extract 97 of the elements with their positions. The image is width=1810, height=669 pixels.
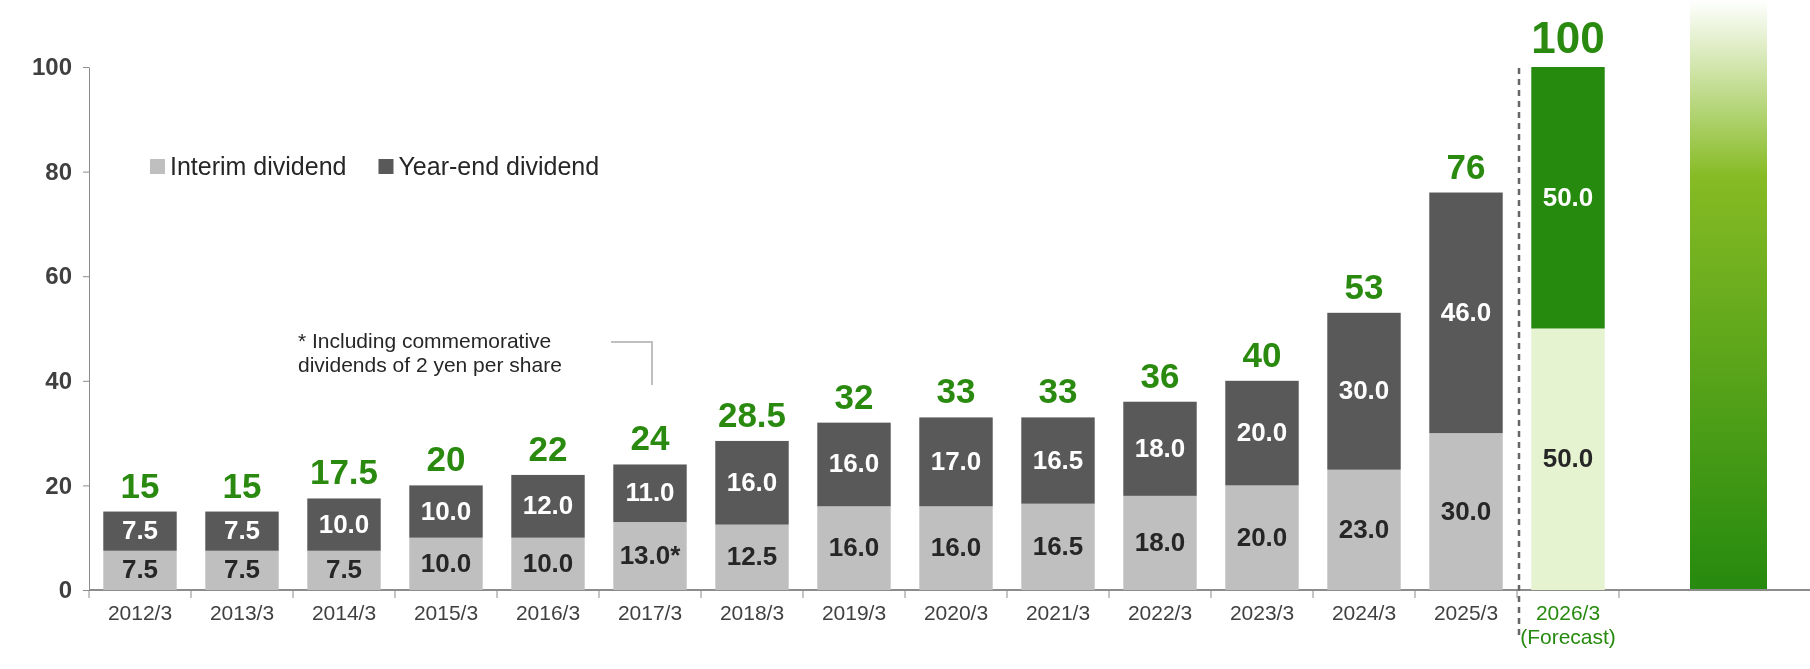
data-label: 16.0	[828, 532, 880, 563]
bar	[1531, 67, 1605, 329]
bar	[307, 498, 381, 551]
bar	[817, 506, 891, 590]
data-label: 12.5	[726, 541, 778, 572]
data-label: 10.0	[420, 495, 472, 526]
data-label: 10.0	[522, 547, 574, 578]
data-label: 16.0	[828, 448, 880, 479]
bar	[1225, 380, 1299, 486]
data-label: 12.0	[522, 490, 574, 521]
bar	[1123, 495, 1197, 590]
bar	[1531, 328, 1605, 590]
x-tick-label: 2026/3 (Forecast)	[1520, 601, 1616, 648]
bar	[205, 511, 279, 551]
data-label: 20.0	[1236, 521, 1288, 552]
x-tick-label: 2025/3	[1433, 601, 1499, 624]
y-tick-label: 60	[45, 262, 72, 290]
total-label: 40	[1242, 334, 1282, 374]
data-label: 20.0	[1236, 417, 1288, 448]
legend-label: Interim dividend	[170, 152, 347, 180]
total-label: 76	[1446, 146, 1486, 186]
bar	[1021, 417, 1095, 504]
bar	[307, 550, 381, 590]
y-tick-label: 40	[45, 366, 72, 394]
data-label: 16.5	[1032, 530, 1084, 561]
total-label: 100	[1531, 13, 1605, 62]
y-tick-label: 80	[45, 157, 72, 185]
x-tick-label: 2015/3	[413, 601, 479, 624]
y-tick-label: 20	[45, 471, 72, 499]
bar	[1225, 485, 1299, 590]
data-label: 7.5	[325, 554, 363, 585]
bar	[1021, 503, 1095, 590]
bar	[1429, 433, 1503, 590]
data-label: 16.0	[726, 466, 778, 497]
x-tick-label: 2020/3	[923, 601, 989, 624]
bar	[103, 550, 177, 590]
x-tick-label: 2022/3	[1127, 601, 1193, 624]
total-label: 32	[834, 376, 874, 416]
total-label: 28.5	[717, 394, 787, 434]
data-label: 23.0	[1338, 513, 1390, 544]
x-tick-label: 2024/3	[1331, 601, 1397, 624]
total-label: 24	[630, 418, 670, 458]
data-label: 7.5	[121, 515, 159, 546]
total-label: 22	[528, 428, 568, 468]
data-label: 17.0	[930, 445, 982, 476]
data-label: 7.5	[223, 554, 261, 585]
y-tick-label: 0	[58, 576, 72, 604]
x-tick-label: 2014/3	[311, 601, 377, 624]
x-tick-label: 2021/3	[1025, 601, 1091, 624]
bar	[613, 464, 687, 523]
x-tick-label: 2013/3	[209, 601, 275, 624]
total-label: 53	[1344, 266, 1384, 306]
data-label: 13.0*	[619, 540, 682, 571]
bar	[817, 422, 891, 507]
data-label: 50.0	[1542, 443, 1594, 474]
bar	[409, 485, 483, 538]
total-label: 33	[1038, 371, 1078, 411]
bar	[715, 440, 789, 525]
data-label: 30.0	[1338, 375, 1390, 406]
bar	[919, 417, 993, 507]
total-label: 15	[120, 465, 160, 505]
data-label: 7.5	[121, 554, 159, 585]
bar	[1327, 469, 1401, 590]
data-label: 16.0	[930, 532, 982, 563]
data-label: 18.0	[1134, 432, 1186, 463]
y-tick-label: 100	[31, 53, 72, 81]
data-label: 10.0	[318, 508, 370, 539]
data-label: 18.0	[1134, 526, 1186, 557]
x-tick-label: 2023/3	[1229, 601, 1295, 624]
data-label: 50.0	[1542, 181, 1594, 212]
legend-label: Year-end dividend	[398, 152, 600, 180]
x-tick-label: 2018/3	[719, 601, 785, 624]
bar	[919, 506, 993, 590]
bar	[613, 522, 687, 590]
total-label: 15	[222, 465, 262, 505]
data-label: 10.0	[420, 547, 472, 578]
bar	[715, 524, 789, 590]
x-tick-label: 2016/3	[515, 601, 581, 624]
data-label: 46.0	[1440, 296, 1492, 327]
total-label: 20	[426, 439, 466, 479]
bar	[511, 474, 585, 538]
x-tick-label: 2017/3	[617, 601, 683, 624]
data-label: 7.5	[223, 515, 261, 546]
x-tick-label: 2019/3	[821, 601, 887, 624]
total-label: 17.5	[309, 452, 379, 492]
data-label: 11.0	[625, 477, 675, 508]
total-label: 36	[1140, 355, 1180, 395]
x-tick-label: 2012/3	[107, 601, 173, 624]
total-label: 33	[936, 371, 976, 411]
annotation: * Including commemorative dividends of 2 yen per share	[298, 329, 562, 376]
bar	[205, 550, 279, 590]
data-label: 30.0	[1440, 495, 1492, 526]
bar	[1123, 401, 1197, 496]
bar	[1429, 192, 1503, 434]
data-label: 16.5	[1032, 444, 1084, 475]
bar	[1327, 312, 1401, 470]
bar	[103, 511, 177, 551]
